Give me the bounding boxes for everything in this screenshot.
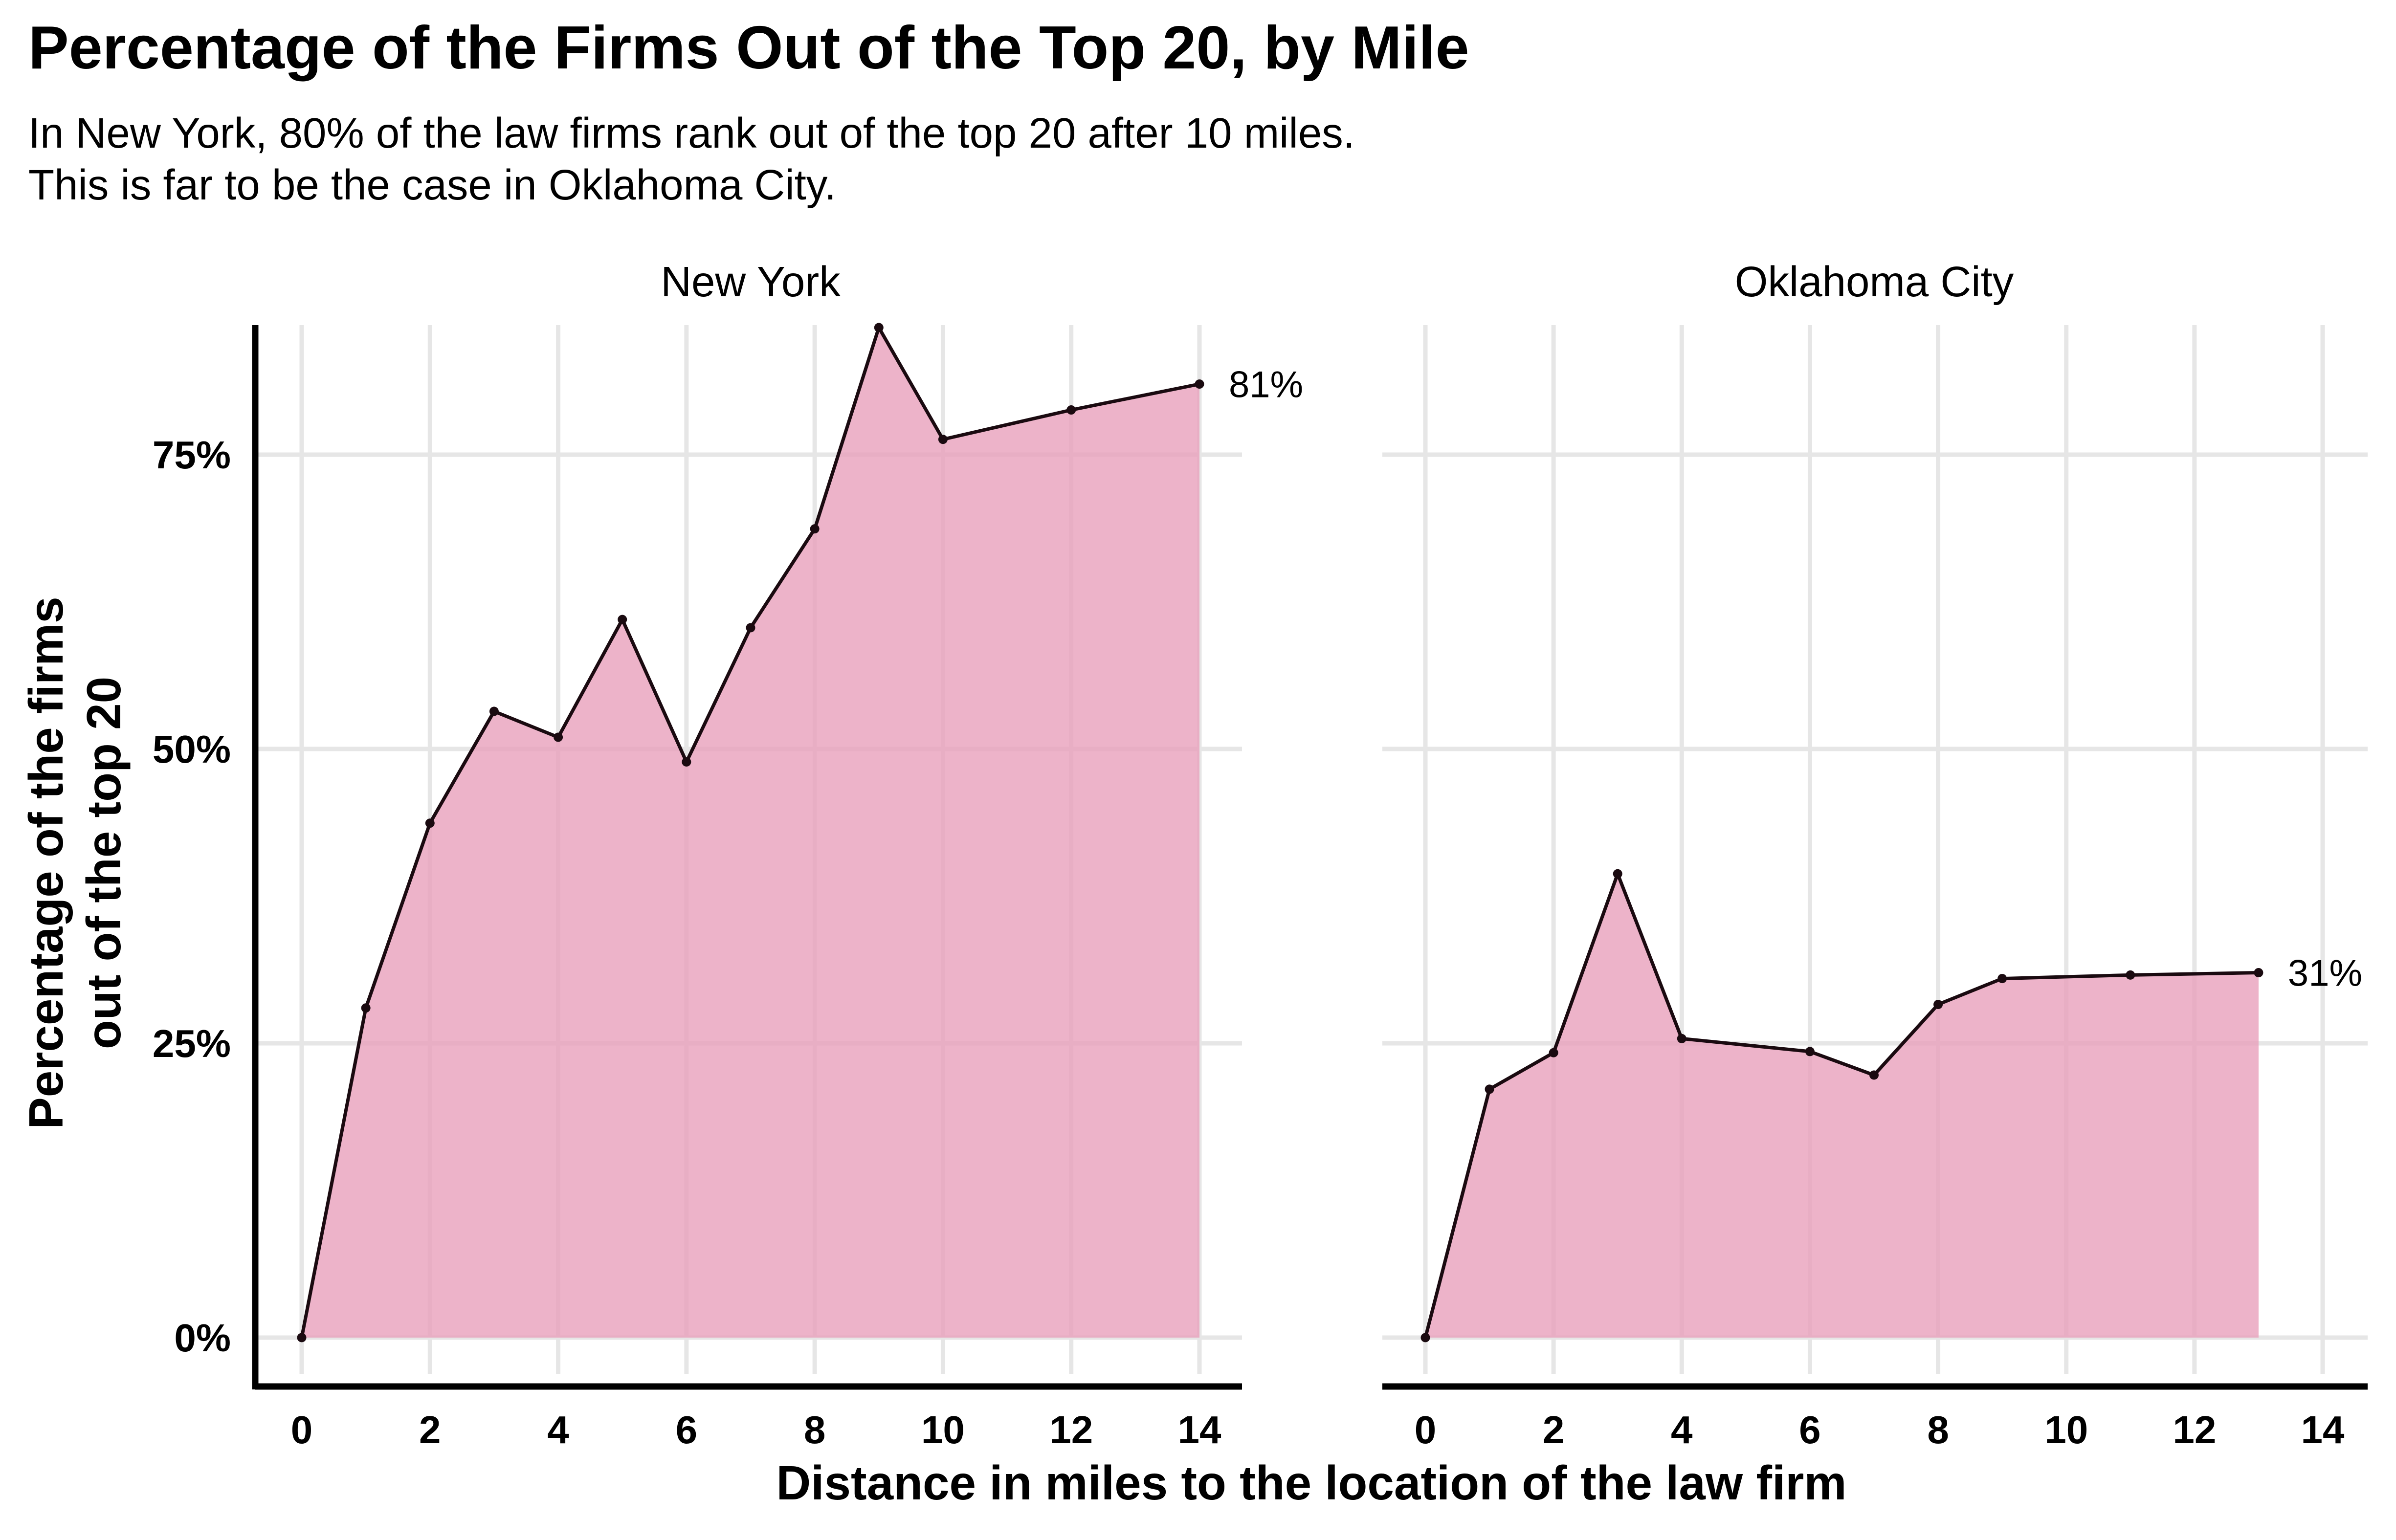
data-point-oklahoma-city-6 (1805, 1047, 1815, 1056)
data-point-oklahoma-city-3 (1613, 869, 1622, 879)
data-point-new-york-4 (554, 732, 563, 742)
x-tick-label-new-york-6: 6 (676, 1408, 698, 1452)
data-point-new-york-2 (425, 818, 435, 828)
x-axis-title: Distance in miles to the location of the… (776, 1456, 1846, 1510)
data-point-oklahoma-city-9 (1997, 974, 2007, 984)
data-point-oklahoma-city-13 (2254, 968, 2263, 978)
y-tick-label-50: 50% (153, 727, 231, 771)
area-oklahoma-city (1425, 874, 2259, 1338)
data-point-oklahoma-city-7 (1869, 1070, 1879, 1080)
x-tick-label-oklahoma-city-10: 10 (2044, 1408, 2088, 1452)
data-point-new-york-3 (489, 706, 499, 716)
data-point-oklahoma-city-4 (1677, 1034, 1686, 1043)
x-tick-label-oklahoma-city-8: 8 (1927, 1408, 1949, 1452)
panel-title-new-york: New York (661, 258, 841, 306)
x-tick-label-oklahoma-city-6: 6 (1799, 1408, 1821, 1452)
x-tick-label-new-york-2: 2 (419, 1408, 441, 1452)
panel-title-oklahoma-city: Oklahoma City (1735, 258, 2014, 306)
area-new-york (302, 328, 1199, 1338)
data-point-new-york-9 (874, 323, 884, 332)
data-point-new-york-14 (1195, 379, 1204, 389)
data-point-new-york-6 (682, 757, 691, 767)
x-tick-label-new-york-4: 4 (547, 1408, 569, 1452)
data-point-new-york-8 (810, 524, 820, 534)
x-tick-label-new-york-14: 14 (1178, 1408, 1221, 1452)
x-tick-label-new-york-0: 0 (291, 1408, 313, 1452)
data-point-oklahoma-city-8 (1933, 1000, 1943, 1010)
panel-oklahoma-city: Oklahoma City 31% 0 2 4 6 8 10 12 14 (1382, 258, 2368, 1452)
y-tick-label-25: 25% (153, 1022, 231, 1065)
data-point-new-york-1 (361, 1003, 371, 1013)
data-point-new-york-10 (938, 435, 948, 444)
x-tick-label-oklahoma-city-0: 0 (1415, 1408, 1437, 1452)
y-tick-label-75: 75% (153, 433, 231, 477)
x-tick-label-oklahoma-city-2: 2 (1543, 1408, 1565, 1452)
x-tick-label-oklahoma-city-14: 14 (2301, 1408, 2345, 1452)
y-axis-title-line-1: Percentage of the firms (19, 596, 73, 1129)
x-tick-label-new-york-8: 8 (804, 1408, 826, 1452)
data-point-new-york-0 (297, 1333, 307, 1342)
data-point-new-york-7 (746, 623, 755, 633)
panel-new-york: New York 81% 0% 25% 50% 75% 0 2 4 6 8 10 12 14 (153, 258, 1303, 1452)
data-point-oklahoma-city-2 (1549, 1048, 1558, 1057)
chart-subtitle-line-1: In New York, 80% of the law firms rank o… (28, 110, 1355, 157)
end-label-new-york: 81% (1229, 364, 1303, 406)
data-point-oklahoma-city-1 (1485, 1084, 1494, 1094)
x-tick-label-new-york-10: 10 (921, 1408, 965, 1452)
x-tick-label-oklahoma-city-4: 4 (1671, 1408, 1693, 1452)
end-label-oklahoma-city: 31% (2288, 953, 2362, 994)
y-tick-label-0: 0% (174, 1316, 231, 1360)
x-tick-label-new-york-12: 12 (1049, 1408, 1093, 1452)
data-point-oklahoma-city-0 (1420, 1333, 1430, 1342)
x-tick-label-oklahoma-city-12: 12 (2173, 1408, 2216, 1452)
data-point-new-york-5 (618, 615, 627, 624)
y-axis-title: Percentage of the firms out of the top 2… (19, 596, 131, 1129)
chart-subtitle-line-2: This is far to be the case in Oklahoma C… (28, 161, 836, 209)
y-axis-title-line-2: out of the top 20 (77, 677, 131, 1049)
data-point-oklahoma-city-11 (2126, 970, 2135, 980)
data-point-new-york-12 (1066, 405, 1076, 415)
chart-title: Percentage of the Firms Out of the Top 2… (28, 14, 1469, 82)
